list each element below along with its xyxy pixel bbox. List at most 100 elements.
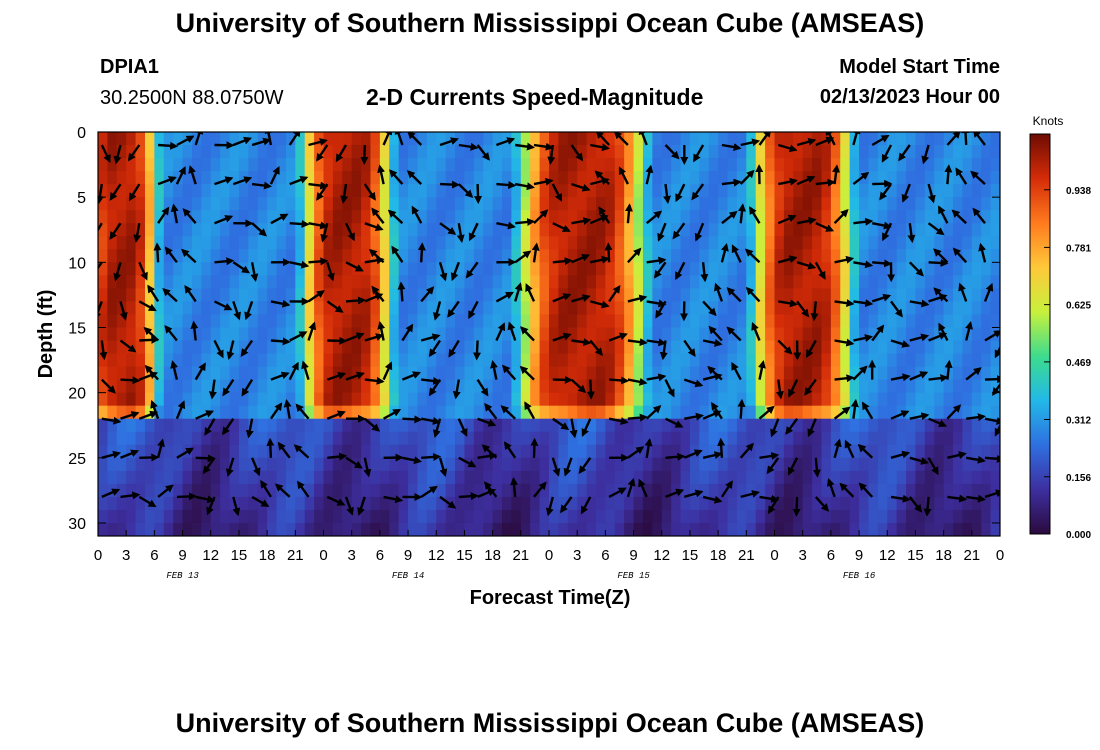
heatmap-cell [473, 366, 484, 381]
heatmap-cell [361, 197, 372, 211]
heatmap-cell [605, 509, 616, 524]
heatmap-cell [248, 197, 259, 211]
heatmap-cell [257, 444, 268, 459]
heatmap-cell [332, 184, 343, 198]
heatmap-cell [436, 249, 447, 263]
heatmap-cell [520, 418, 531, 433]
heatmap-cell [689, 405, 700, 420]
heatmap-cell [577, 301, 588, 316]
heatmap-cell [849, 327, 860, 342]
heatmap-cell [962, 418, 973, 433]
heatmap-cell [981, 223, 992, 237]
current-vector-arrow [524, 401, 536, 420]
heatmap-cell [126, 262, 137, 276]
heatmap-cell [539, 132, 550, 146]
heatmap-cell [689, 171, 700, 185]
heatmap-cell [821, 314, 832, 329]
date-label: FEB 15 [617, 571, 650, 581]
heatmap-cell [962, 405, 973, 420]
current-vector-arrow [1004, 223, 1021, 229]
heatmap-cell [915, 145, 926, 159]
current-vector-arrow [214, 257, 235, 266]
current-vector-arrow [439, 222, 457, 235]
heatmap-cell [473, 275, 484, 289]
heatmap-cell [502, 353, 513, 368]
heatmap-cell [718, 184, 729, 198]
heatmap-cell [877, 405, 888, 420]
current-vector-arrow [720, 480, 733, 498]
heatmap-cell [868, 288, 879, 303]
heatmap-cell [971, 418, 982, 433]
heatmap-cell [934, 405, 945, 420]
heatmap-cell [953, 171, 964, 185]
current-vector-arrow [101, 416, 122, 425]
heatmap-cell [699, 301, 710, 316]
heatmap-cell [154, 366, 165, 381]
heatmap-cell [849, 366, 860, 381]
heatmap-cell [492, 275, 503, 289]
heatmap-cell [699, 197, 710, 211]
heatmap-cell [408, 197, 419, 211]
heatmap-cell [257, 405, 268, 420]
heatmap-cell [595, 405, 606, 420]
heatmap-cell [802, 379, 813, 394]
heatmap-cell [351, 496, 362, 511]
current-vector-arrow [767, 496, 780, 515]
heatmap-cell [671, 262, 682, 276]
heatmap-cell [361, 405, 372, 420]
heatmap-cell [906, 431, 917, 446]
heatmap-cell [558, 457, 569, 472]
heatmap-cell [624, 158, 635, 172]
heatmap-cell [755, 314, 766, 329]
heatmap-cell [389, 470, 400, 485]
heatmap-cell [426, 223, 437, 237]
current-vector-arrow [147, 284, 160, 303]
current-vector-arrow [345, 261, 364, 272]
heatmap-cell [633, 288, 644, 303]
colorbar-tick-label: 0.312 [1066, 416, 1091, 427]
heatmap-cell [426, 288, 437, 303]
heatmap-cell [220, 145, 231, 159]
heatmap-cell [971, 184, 982, 198]
heatmap-cell [549, 197, 559, 211]
heatmap-cell [558, 483, 569, 498]
heatmap-cell [304, 223, 315, 237]
heatmap-cell [154, 301, 165, 316]
heatmap-cell [567, 262, 578, 276]
current-vector-arrow [244, 301, 254, 321]
current-vector-arrow [702, 451, 723, 460]
heatmap-cell [614, 197, 625, 211]
current-vector-arrow [264, 132, 273, 146]
heatmap-cell [285, 496, 296, 511]
heatmap-cell [464, 171, 475, 185]
heatmap-cell [163, 379, 174, 394]
main-title: University of Southern Mississippi Ocean… [175, 8, 925, 38]
heatmap-cell [736, 483, 747, 498]
heatmap-cell [840, 470, 851, 485]
heatmap-cell [154, 470, 165, 485]
heatmap-cell [285, 366, 296, 381]
heatmap-cell [154, 327, 165, 342]
heatmap-cell [981, 496, 992, 511]
current-vector-arrow [907, 223, 916, 244]
heatmap-cell [962, 392, 973, 407]
heatmap-cell [915, 236, 926, 250]
heatmap-cell [699, 379, 710, 394]
heatmap-cell [558, 366, 569, 381]
heatmap-cell [671, 457, 682, 472]
heatmap-cell [332, 249, 343, 263]
heatmap-cell [605, 145, 616, 159]
heatmap-cell [210, 275, 221, 289]
current-vector-arrow [195, 495, 216, 504]
heatmap-cell [840, 249, 851, 263]
current-vector-arrow [439, 495, 457, 509]
heatmap-cell [539, 314, 550, 329]
heatmap-cell [793, 496, 804, 511]
current-vector-arrow [737, 398, 746, 419]
heatmap-cell [962, 483, 973, 498]
current-vector-arrow [871, 134, 890, 147]
heatmap-cell [943, 522, 954, 536]
heatmap-cell [502, 340, 513, 355]
heatmap-cell [98, 262, 108, 276]
heatmap-cell [802, 327, 813, 342]
